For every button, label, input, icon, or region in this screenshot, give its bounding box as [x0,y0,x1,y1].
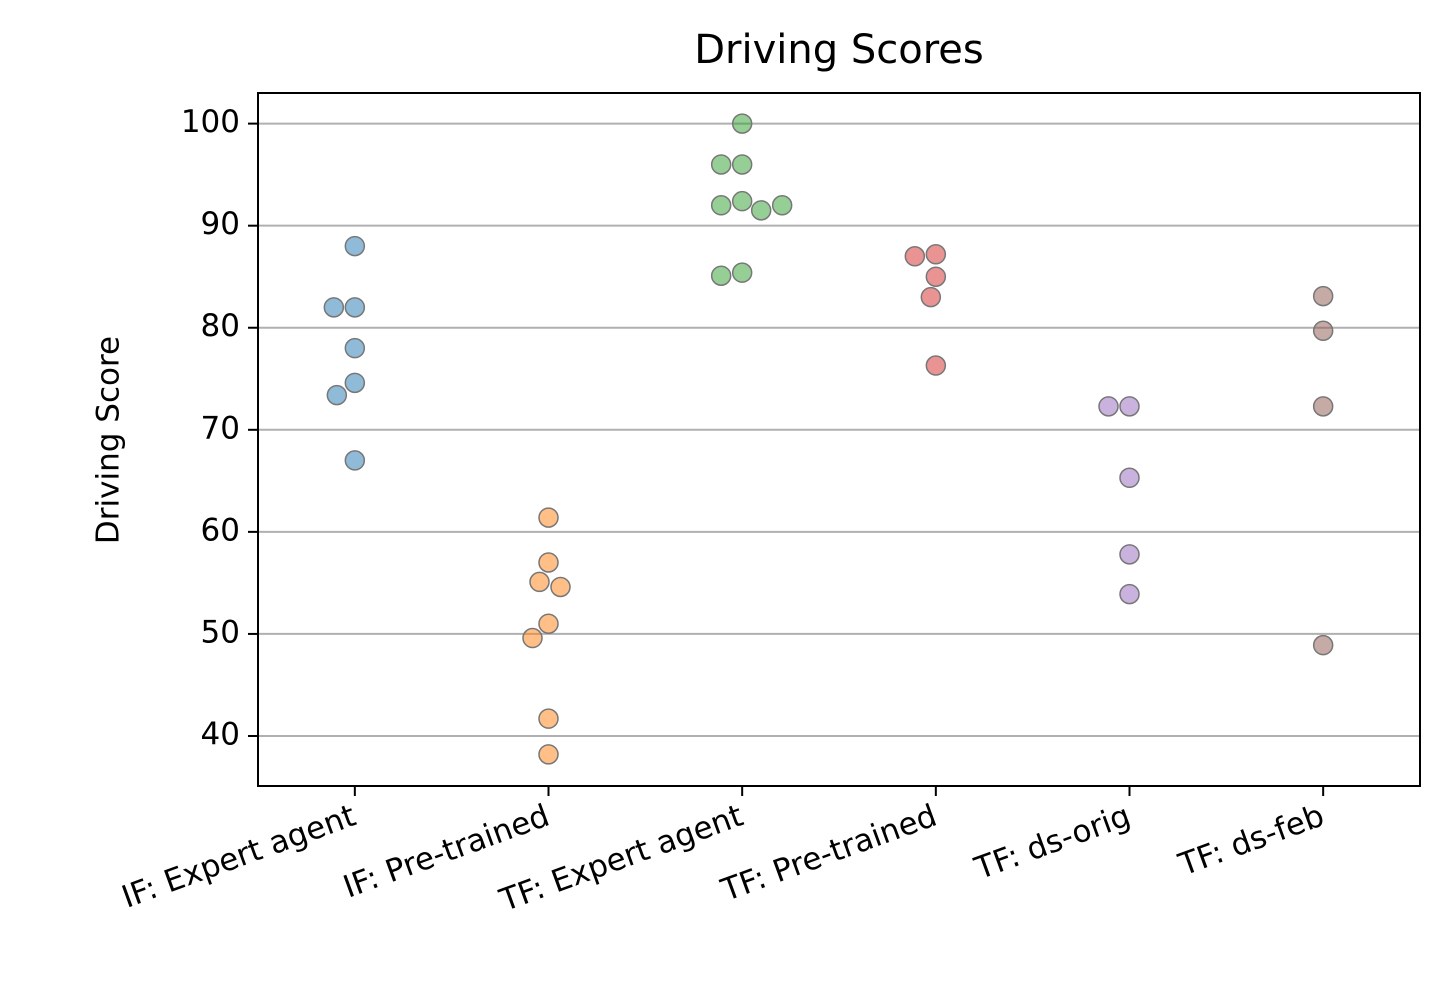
point [1119,396,1140,417]
point [538,744,559,765]
point [538,507,559,528]
point [1119,583,1140,605]
point [538,708,559,729]
plot-frame [257,92,1421,787]
point [1119,467,1140,489]
point [925,244,947,265]
point [326,384,348,406]
point [731,190,753,212]
point [529,571,550,593]
point [323,297,345,318]
point [925,355,947,376]
chart-title: Driving Scores [694,27,983,73]
point [538,613,559,634]
y-tick-label: 40 [201,716,240,752]
x-tick-label: TF: ds-orig [969,798,1135,888]
point [344,297,366,318]
point [550,576,571,598]
y-tick-label: 100 [181,104,240,140]
point [344,372,366,394]
y-tick-label: 50 [201,614,240,650]
point [710,265,732,286]
point [750,200,772,221]
point [731,262,753,283]
point [925,266,947,287]
point [1312,396,1334,417]
point [1312,634,1334,656]
point [344,235,366,257]
point [920,286,942,308]
point [1119,544,1140,565]
x-tick-label: TF: ds-feb [1173,798,1328,884]
point [1312,285,1334,307]
point [904,246,926,267]
point [522,627,543,649]
y-tick-label: 80 [201,308,240,344]
point [1312,320,1334,342]
point [731,154,753,175]
y-tick-label: 90 [201,206,240,242]
y-tick-label: 60 [201,512,240,548]
point [710,154,732,175]
y-axis-label: Driving Score [91,336,127,544]
point [344,337,366,359]
point [710,195,732,216]
point [731,113,753,134]
x-tick-label: TF: Pre-trained [716,798,942,909]
x-tick-label: IF: Expert agent [117,798,360,916]
point [1098,396,1119,417]
point [538,552,559,573]
point [344,450,366,471]
y-tick-label: 70 [201,410,240,446]
point [771,195,793,216]
